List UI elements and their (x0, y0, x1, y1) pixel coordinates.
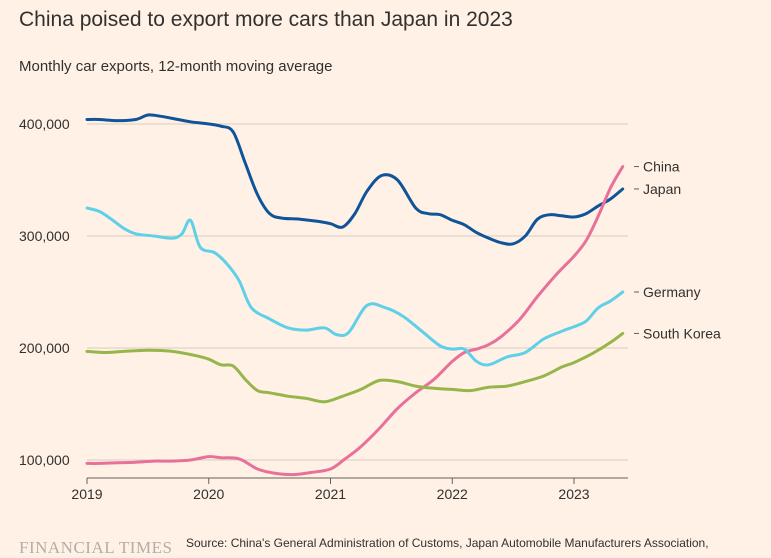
series-line-south-korea (85, 331, 625, 404)
series-line-germany (85, 206, 625, 367)
series-labels: China Japan Germany South Korea (634, 159, 721, 341)
series-label-south-korea: South Korea (643, 325, 721, 341)
x-axis: 2019 2020 2021 2022 2023 (71, 477, 628, 502)
x-tick-label: 2021 (315, 486, 346, 502)
series-lines (85, 113, 625, 477)
ft-logo: FINANCIAL TIMES (19, 538, 173, 557)
series-line-china (85, 165, 625, 477)
x-tick-label: 2020 (193, 486, 224, 502)
chart-title: China poised to export more cars than Ja… (19, 8, 513, 31)
x-tick-label: 2022 (437, 486, 468, 502)
y-tick-label: 100,000 (19, 452, 70, 468)
series-label-germany: Germany (643, 284, 701, 300)
series-label-china: China (643, 159, 680, 175)
series-label-japan: Japan (643, 181, 681, 197)
source-note: Source: China's General Administration o… (186, 536, 709, 550)
y-tick-label: 400,000 (19, 116, 70, 132)
series-line-japan (85, 113, 625, 246)
x-tick-label: 2023 (558, 486, 589, 502)
chart-subtitle: Monthly car exports, 12-month moving ave… (19, 58, 333, 75)
x-tick-label: 2019 (71, 486, 102, 502)
y-tick-label: 300,000 (19, 228, 70, 244)
gridlines: 100,000 200,000 300,000 400,000 (19, 116, 628, 468)
y-tick-label: 200,000 (19, 340, 70, 356)
line-chart: 100,000 200,000 300,000 400,000 2019 2020 202… (19, 113, 721, 502)
